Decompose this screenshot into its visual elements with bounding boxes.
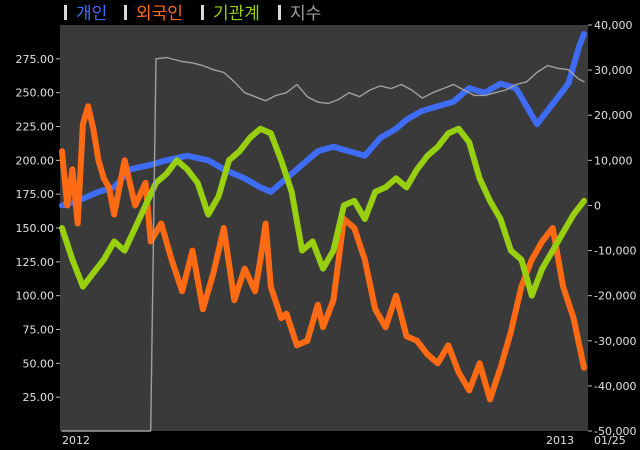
right-tick-label: 30,000 [594, 64, 633, 77]
x-tick-label: 2013 [546, 434, 574, 447]
right-tick-label: 40,000 [594, 19, 633, 32]
right-tick-label: -30,000 [594, 335, 636, 348]
left-tick-label: 175.00 [16, 188, 55, 201]
series-line-institution [59, 125, 587, 299]
right-tick-label: 20,000 [594, 109, 633, 122]
legend-label: 개인 [76, 4, 107, 24]
left-tick-label: 150.00 [16, 222, 55, 235]
left-tick-label: 225.00 [16, 121, 55, 134]
right-tick-label: 10,000 [594, 154, 633, 167]
legend-marker [201, 5, 204, 20]
corner-date-label: 01/25 [594, 434, 626, 447]
right-tick-label: -50,000 [594, 425, 636, 438]
legend-label: 외국인 [136, 4, 183, 24]
right-tick-label: -10,000 [594, 245, 636, 258]
left-tick-label: 125.00 [16, 256, 55, 269]
left-tick-label: 200.00 [16, 154, 55, 167]
legend-marker [124, 5, 127, 20]
x-tick-label: 2012 [62, 434, 90, 447]
legend-label: 기관계 [213, 4, 260, 24]
left-tick-label: 275.00 [16, 53, 55, 66]
legend-label: 지수 [290, 4, 321, 24]
left-tick-label: 250.00 [16, 87, 55, 100]
legend-marker [64, 5, 67, 20]
left-tick-label: 75.00 [23, 324, 55, 337]
left-tick-label: 25.00 [23, 391, 55, 404]
right-tick-label: -40,000 [594, 380, 636, 393]
left-tick-label: 100.00 [16, 290, 55, 303]
legend-marker [278, 5, 281, 20]
left-tick-label: 50.00 [23, 357, 55, 370]
series-line-individual [59, 31, 587, 209]
right-tick-label: 0 [594, 199, 601, 212]
right-tick-label: -20,000 [594, 290, 636, 303]
series-line-index [61, 56, 585, 432]
series-line-foreign [59, 103, 587, 403]
